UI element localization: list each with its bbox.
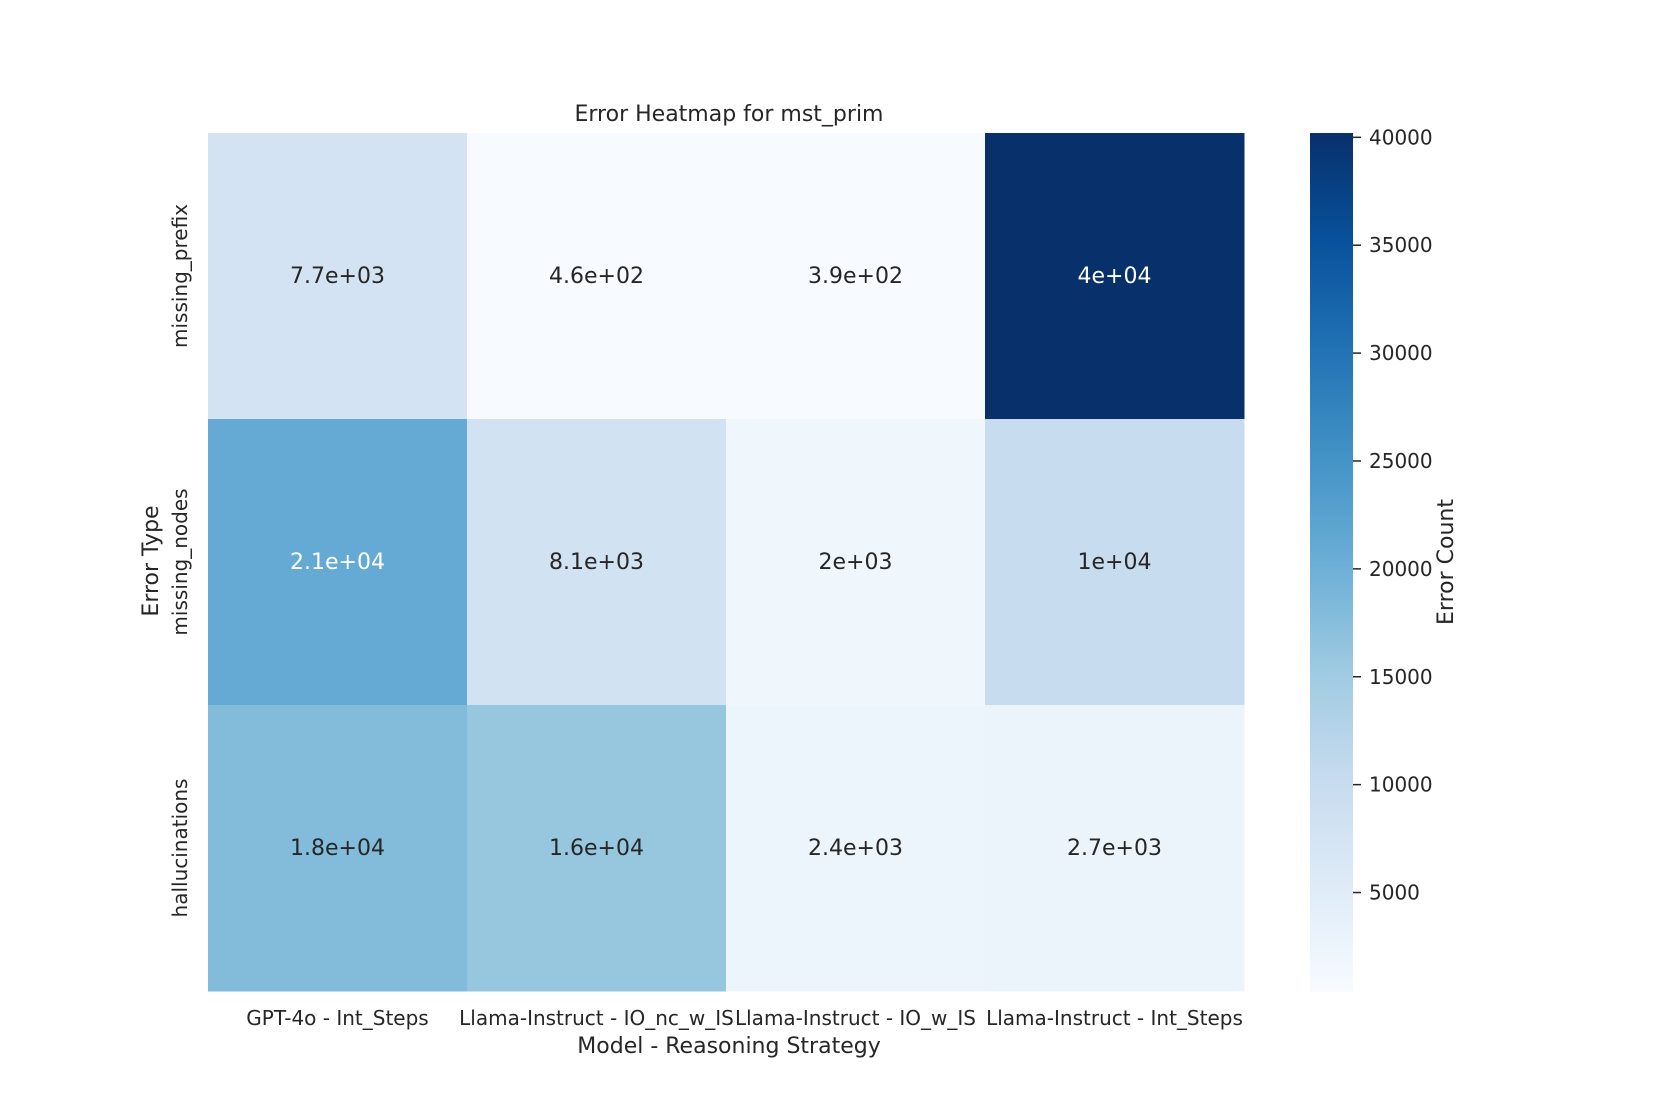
heatmap-cell-label: 8.1e+03 bbox=[549, 550, 644, 575]
heatmap-cell bbox=[726, 705, 986, 992]
heatmap-cell bbox=[208, 705, 468, 992]
heatmap-cell-label: 2e+03 bbox=[819, 550, 893, 575]
x-tick-label: Llama-Instruct - IO_w_IS bbox=[735, 1006, 976, 1030]
colorbar-title: Error Count bbox=[1434, 499, 1459, 625]
heatmap-cell-label: 1e+04 bbox=[1078, 550, 1152, 575]
heatmap-cell-label: 2.1e+04 bbox=[290, 550, 385, 575]
heatmap-cell bbox=[726, 133, 986, 420]
heatmap-cell-label: 7.7e+03 bbox=[290, 264, 385, 289]
heatmap-cell-label: 1.8e+04 bbox=[290, 836, 385, 861]
colorbar-tick-label: 40000 bbox=[1369, 125, 1433, 149]
x-tick-label: Llama-Instruct - IO_nc_w_IS bbox=[459, 1006, 734, 1030]
y-tick-label: missing_nodes bbox=[168, 488, 192, 635]
heatmap-cell bbox=[985, 419, 1245, 706]
x-axis-title: Model - Reasoning Strategy bbox=[577, 1034, 880, 1059]
colorbar-tick-label: 25000 bbox=[1369, 449, 1433, 473]
chart-title: Error Heatmap for mst_prim bbox=[575, 102, 884, 127]
heatmap-cell-label: 3.9e+02 bbox=[808, 264, 903, 289]
colorbar-tick-label: 15000 bbox=[1369, 665, 1433, 689]
x-axis-tick-labels: GPT-4o - Int_Steps Llama-Instruct - IO_nc… bbox=[246, 1006, 1243, 1030]
colorbar-tick-label: 10000 bbox=[1369, 773, 1433, 797]
heatmap-cell-label: 2.7e+03 bbox=[1067, 836, 1162, 861]
heatmap-cell bbox=[208, 133, 468, 420]
heatmap-cell bbox=[985, 133, 1245, 420]
y-axis-title: Error Type bbox=[139, 505, 164, 616]
heatmap-cell bbox=[985, 705, 1245, 992]
heatmap-cell-label: 2.4e+03 bbox=[808, 836, 903, 861]
y-tick-label: missing_prefix bbox=[168, 204, 192, 348]
heatmap-cell bbox=[467, 419, 727, 706]
colorbar-tick-label: 35000 bbox=[1369, 233, 1433, 257]
heatmap-cell bbox=[467, 133, 727, 420]
heatmap-cell bbox=[726, 419, 986, 706]
colorbar-tick-label: 20000 bbox=[1369, 557, 1433, 581]
heatmap-cell bbox=[208, 419, 468, 706]
heatmap-cell-label: 1.6e+04 bbox=[549, 836, 644, 861]
heatmap-cell-label: 4.6e+02 bbox=[549, 264, 644, 289]
colorbar-ticks: 5000 10000 15000 20000 25000 30000 35000 40000 bbox=[1353, 125, 1433, 905]
heatmap-cells bbox=[208, 133, 1245, 992]
colorbar bbox=[1310, 133, 1353, 992]
y-axis-tick-labels: missing_prefix missing_nodes hallucination… bbox=[168, 204, 192, 918]
y-tick-label: hallucinations bbox=[168, 779, 192, 918]
x-tick-label: GPT-4o - Int_Steps bbox=[246, 1006, 428, 1030]
x-tick-label: Llama-Instruct - Int_Steps bbox=[986, 1006, 1243, 1030]
heatmap-cell-labels: 7.7e+03 4.6e+02 3.9e+02 4e+04 2.1e+04 8.1e+03… bbox=[290, 264, 1162, 861]
heatmap-cell bbox=[467, 705, 727, 992]
colorbar-tick-label: 30000 bbox=[1369, 341, 1433, 365]
colorbar-tick-label: 5000 bbox=[1369, 881, 1420, 905]
heatmap-cell-label: 4e+04 bbox=[1078, 264, 1152, 289]
